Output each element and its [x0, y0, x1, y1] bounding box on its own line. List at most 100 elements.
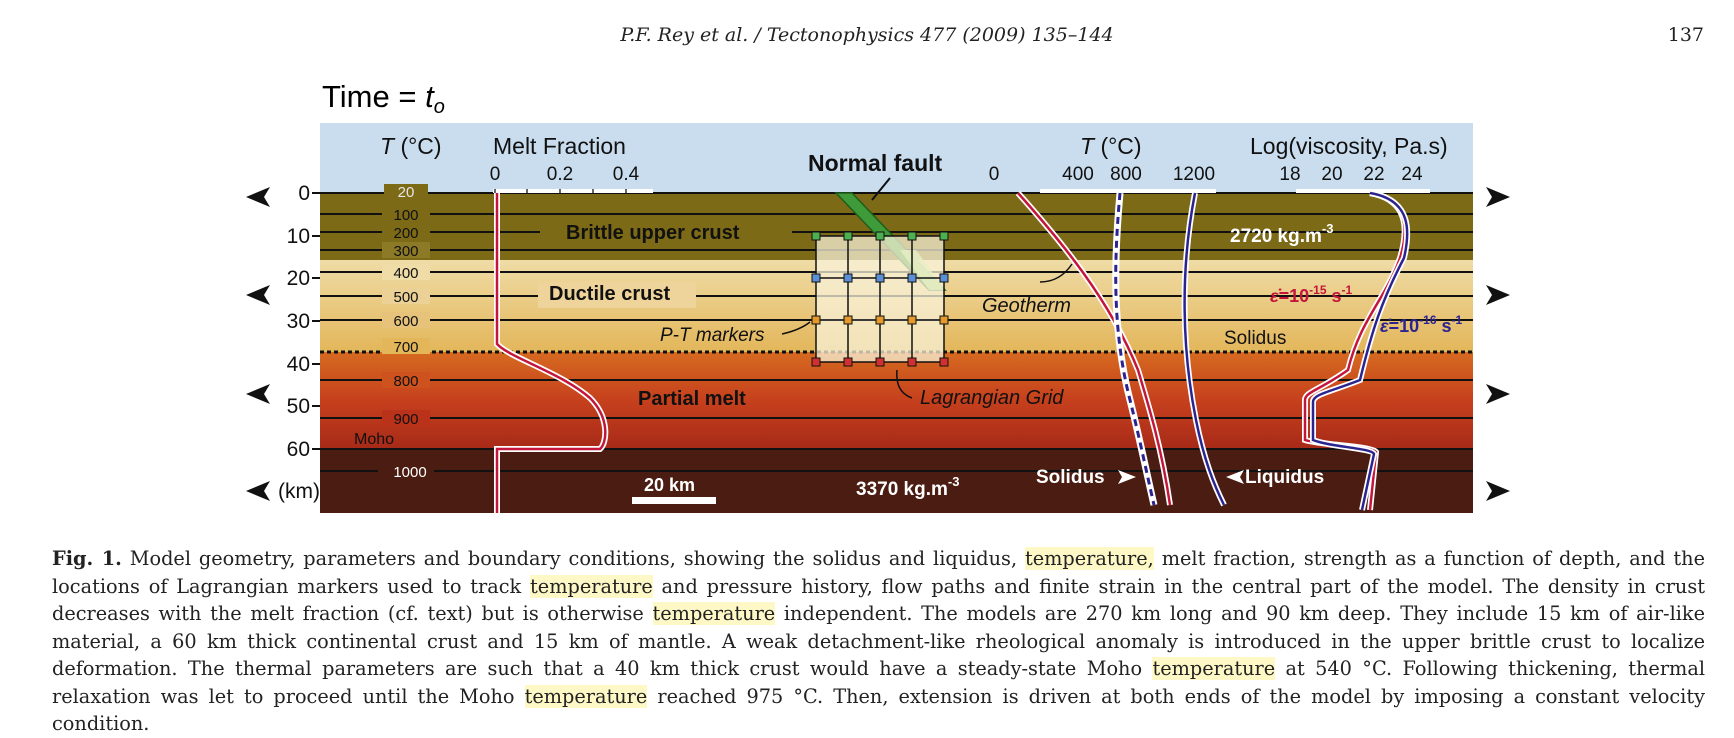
depth-tick: 60	[287, 438, 310, 461]
temperature-right-ticks: 0 400 800 1200	[989, 164, 1215, 185]
caption-text: and pressure history, flow paths and fin…	[52, 574, 1705, 626]
geotherm-label: Geotherm	[982, 295, 1071, 317]
density-crust-label: 2720 kg.m-3	[1230, 221, 1333, 247]
arrow-right-icon	[1486, 187, 1510, 207]
melt-fraction-curve	[495, 193, 607, 513]
viscosity-curve-2	[1311, 191, 1409, 511]
running-title: P.F. Rey et al. / Tectonophysics 477 (20…	[620, 24, 1114, 46]
pt-markers	[811, 231, 949, 367]
highlighted-term: temperature	[1152, 657, 1276, 680]
caption-label: Fig. 1.	[52, 547, 122, 570]
arrow-left-icon	[246, 285, 270, 305]
temperature-tick: 400	[1062, 164, 1094, 185]
highlighted-term: temperature,	[1024, 547, 1154, 570]
melt-fraction-ticks: 0 0.2 0.4	[490, 164, 640, 185]
lagrangian-grid-leader	[896, 369, 913, 399]
depth-unit: (km)	[278, 480, 320, 503]
density-mantle-label: 3370 kg.m-3	[856, 474, 959, 500]
normal-fault-leader	[871, 177, 891, 201]
isotherm-label: 1000	[393, 464, 426, 481]
solidus-curve	[1114, 192, 1156, 506]
solidus-arrow-icon	[1118, 470, 1136, 484]
isotherm-label: 600	[393, 313, 418, 330]
isotherm-label: 700	[393, 339, 418, 356]
isotherm-label: 300	[393, 243, 418, 260]
layer-labels: Brittle upper crust Ductile crust Partia…	[538, 220, 792, 410]
highlighted-term: temperature	[524, 684, 648, 708]
depth-tick: 10	[287, 225, 310, 248]
geotherm-leader	[1039, 263, 1073, 283]
depth-tick: 50	[287, 395, 310, 418]
highlighted-term: temperature	[652, 602, 776, 625]
depth-tick: 30	[287, 310, 310, 333]
liquidus-arrow-icon	[1226, 470, 1244, 484]
partial-melt-label: Partial melt	[638, 388, 746, 410]
isotherm-label: 800	[393, 373, 418, 390]
figure-caption: Fig. 1. Model geometry, parameters and b…	[52, 545, 1705, 738]
mantle-layer	[320, 449, 1473, 513]
caption-text: independent. The models are 270 km long …	[52, 602, 1705, 680]
liquidus-label: Liquidus	[1245, 467, 1324, 488]
depth-tick: 20	[287, 267, 310, 290]
lagrangian-grid-label: Lagrangian Grid	[920, 387, 1064, 409]
isotherm-label: 100	[393, 207, 418, 224]
page-number: 137	[1667, 24, 1704, 46]
temperature-tick: 0	[989, 164, 1000, 185]
temperature-left-title: T (°C)	[380, 133, 442, 159]
caption-text: reached 975 °C. Then, extension is drive…	[52, 684, 1705, 736]
viscosity-tick: 22	[1363, 164, 1384, 185]
liquidus-curve	[1183, 192, 1226, 506]
arrow-right-icon	[1486, 481, 1510, 501]
temperature-axis-bar	[1040, 189, 1216, 193]
melt-tick: 0.2	[547, 164, 573, 185]
arrow-right-icon	[1486, 285, 1510, 305]
isotherm-label: 400	[393, 265, 418, 282]
strain-rate-1-label: ε̇=10-15 s-1	[1270, 283, 1353, 306]
highlighted-term: temperature	[530, 574, 653, 598]
temperature-right-title: T (°C)	[1080, 133, 1142, 159]
melt-fraction-title: Melt Fraction	[493, 133, 626, 159]
solidus-bottom-label: Solidus	[1036, 467, 1105, 488]
melt-axis-bar	[493, 189, 653, 193]
arrow-left-icon	[246, 481, 270, 501]
solidus-line-label: Solidus	[1224, 328, 1286, 349]
temperature-tick: 1200	[1173, 164, 1215, 185]
left-velocity-arrows	[246, 187, 270, 501]
depth-tick: 40	[287, 353, 310, 376]
viscosity-tick: 18	[1279, 164, 1300, 185]
partial-melt-layer	[320, 352, 1473, 449]
arrow-left-icon	[246, 187, 270, 207]
melt-tick: 0	[490, 164, 501, 185]
viscosity-tick: 20	[1321, 164, 1342, 185]
viscosity-axis-bar	[1296, 189, 1430, 193]
isotherm-labels: 20 100 200 300 400 500 600 700 800 900 1…	[378, 184, 434, 481]
isotherm-label: 200	[393, 225, 418, 242]
viscosity-title: Log(viscosity, Pa.s)	[1250, 133, 1448, 159]
viscosity-tick: 24	[1401, 164, 1423, 185]
right-velocity-arrows	[1486, 187, 1510, 501]
isotherm-label: 20	[398, 184, 415, 201]
melt-axis-ticks	[494, 189, 627, 193]
ductile-crust-label: Ductile crust	[549, 283, 670, 305]
temperature-tick: 800	[1110, 164, 1142, 185]
strain-rate-2-label: ε̇=10-16 s-1	[1380, 313, 1463, 336]
depth-ticks	[312, 192, 320, 450]
figure-1: Time = to 20 100 200 300 400 500 600	[246, 79, 1510, 513]
scale-bar-label: 20 km	[644, 475, 695, 495]
depth-axis: 0 10 20 30 40 50 60 (km)	[278, 182, 320, 503]
geotherm-curve	[1017, 192, 1172, 506]
caption-body: Model geometry, parameters and boundary …	[52, 547, 1705, 735]
time-label: Time = to	[322, 79, 445, 118]
caption-text: at 540 °C. Following thickening, thermal…	[52, 657, 1705, 708]
arrow-right-icon	[1486, 384, 1510, 404]
viscosity-ticks: 18 20 22 24	[1279, 164, 1423, 185]
pt-markers-leader	[781, 321, 811, 335]
caption-text: melt fraction, strength as a function of…	[52, 547, 1705, 598]
scale-bar	[632, 497, 716, 504]
depth-tick: 0	[298, 182, 310, 205]
brittle-crust-label: Brittle upper crust	[566, 222, 740, 244]
isotherm-label: 900	[393, 411, 418, 428]
pt-markers-label: P-T markers	[660, 325, 765, 346]
arrow-left-icon	[246, 384, 270, 404]
caption-text: Model geometry, parameters and boundary …	[121, 547, 1025, 570]
